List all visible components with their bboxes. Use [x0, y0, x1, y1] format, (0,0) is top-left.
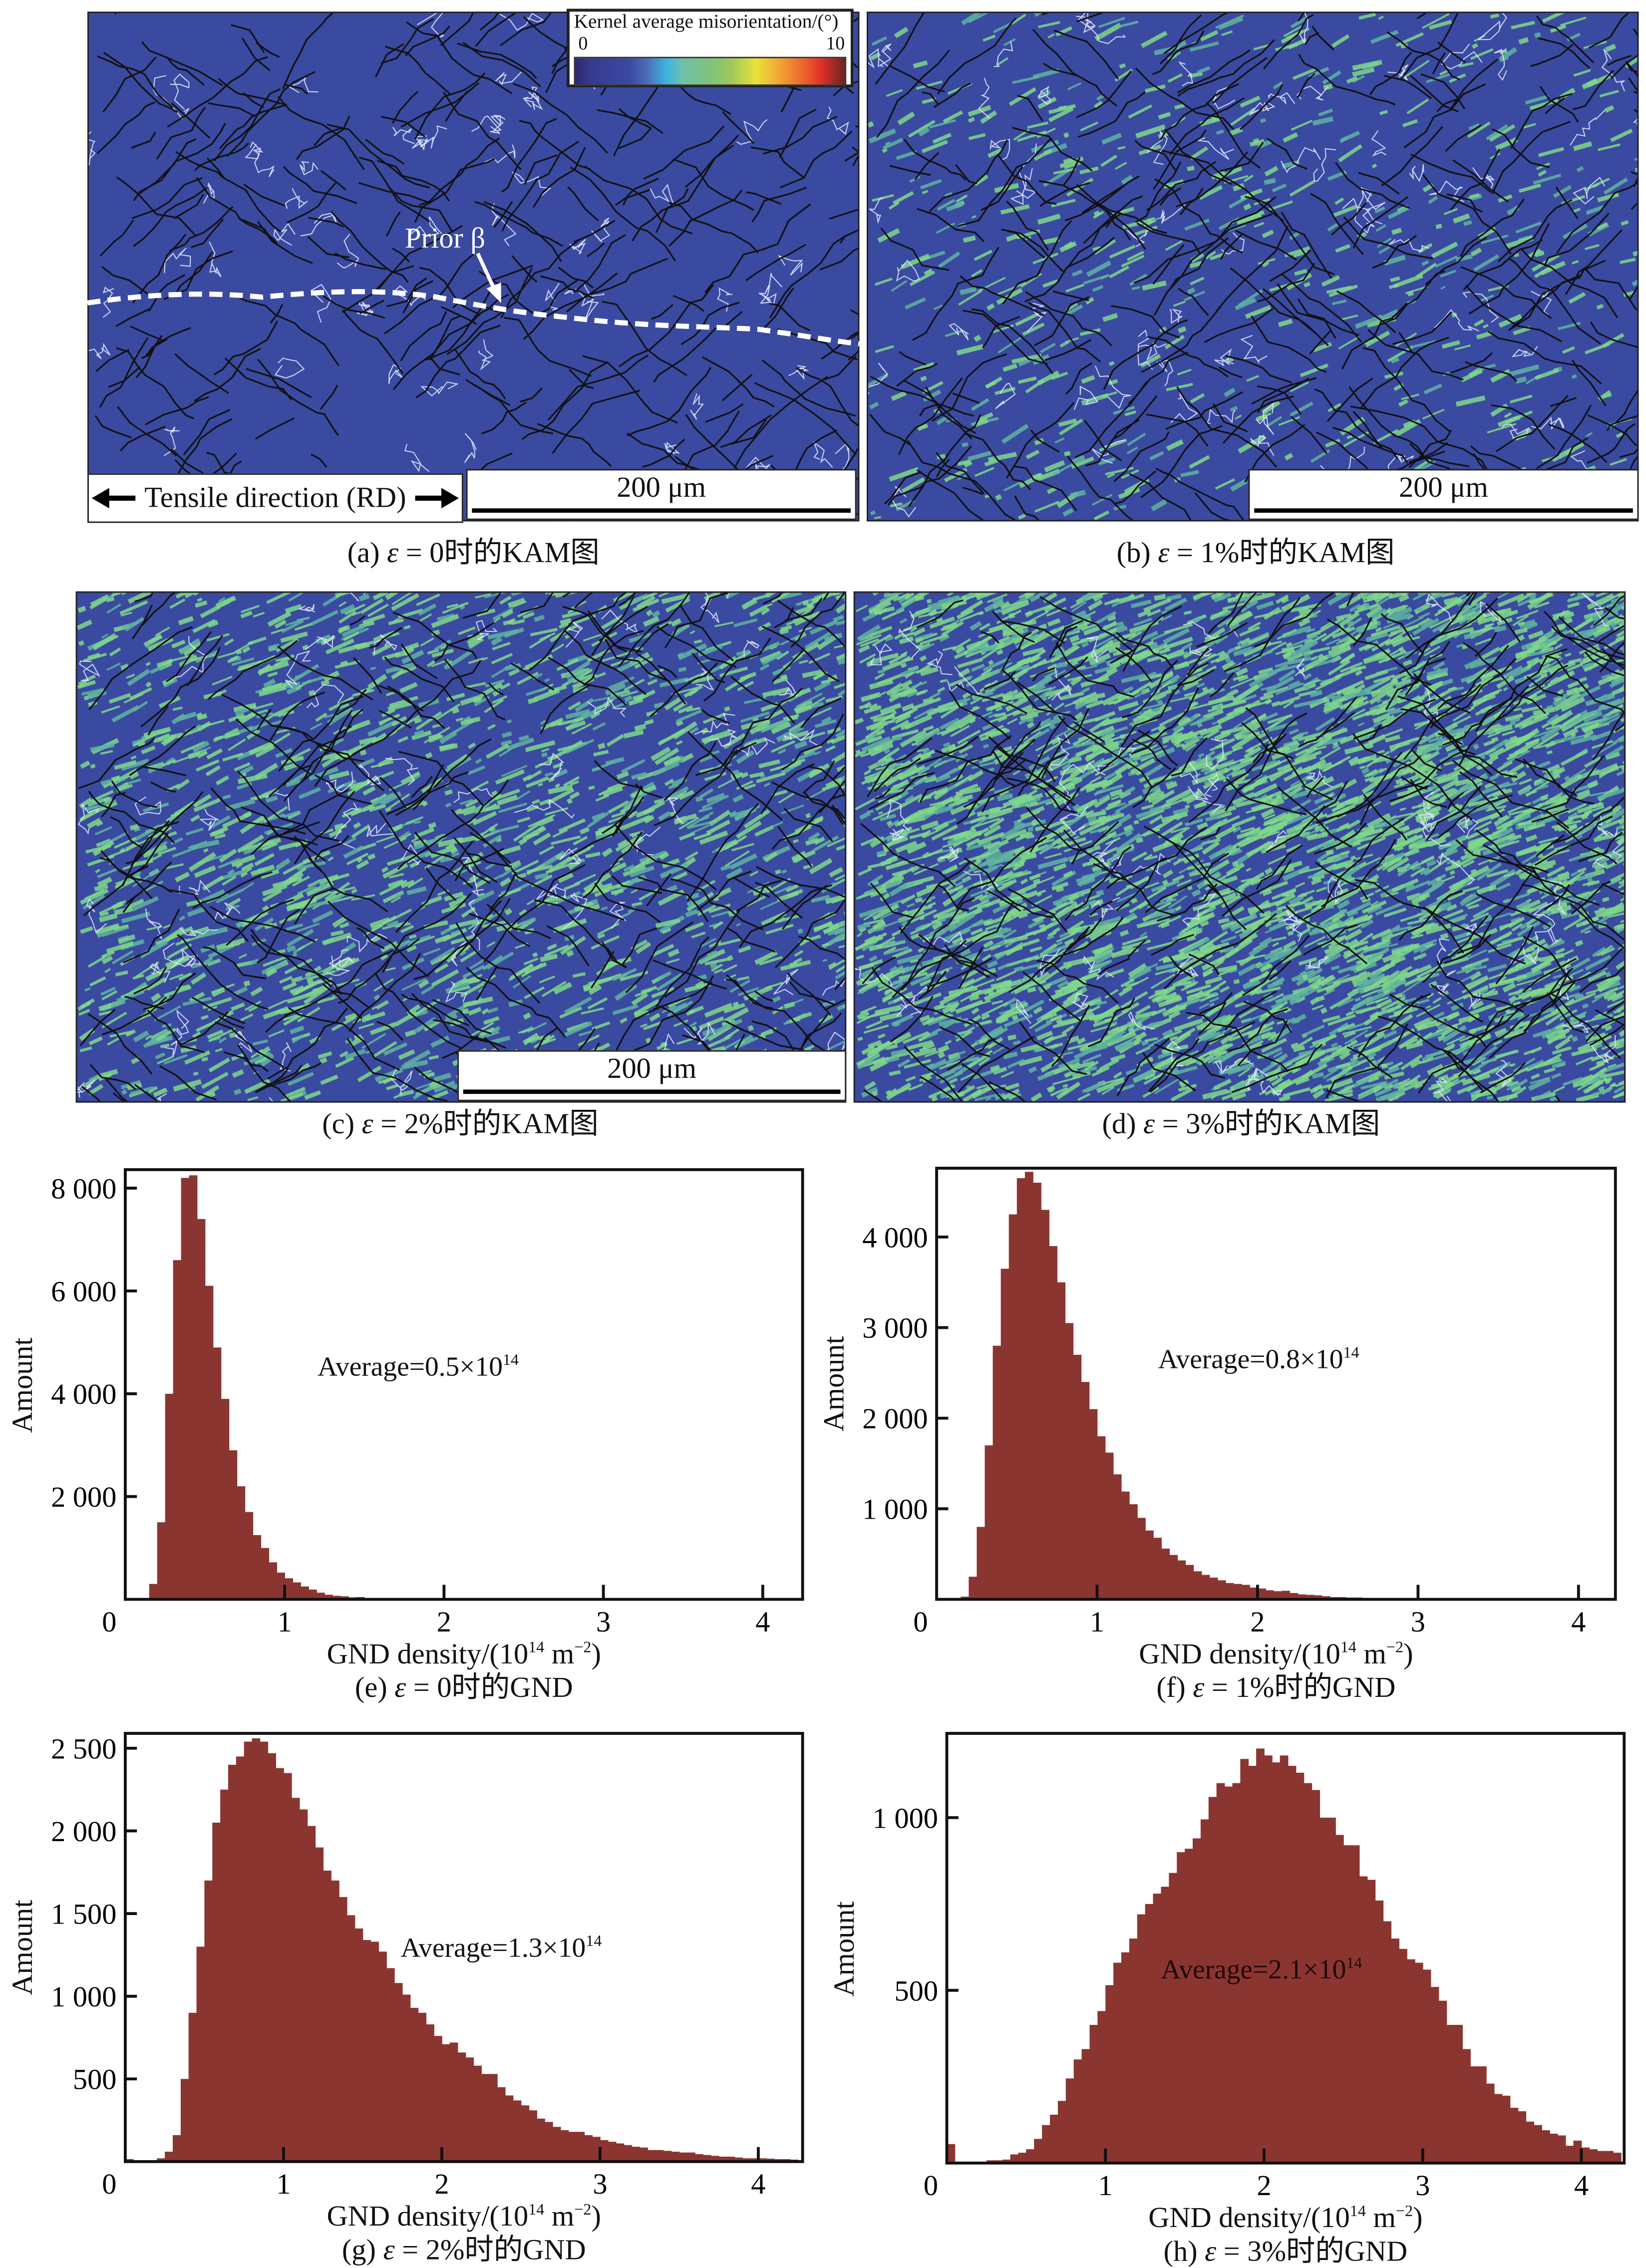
figure: Kernel average misorientation/(°) 0 10 P… — [0, 0, 1646, 2259]
